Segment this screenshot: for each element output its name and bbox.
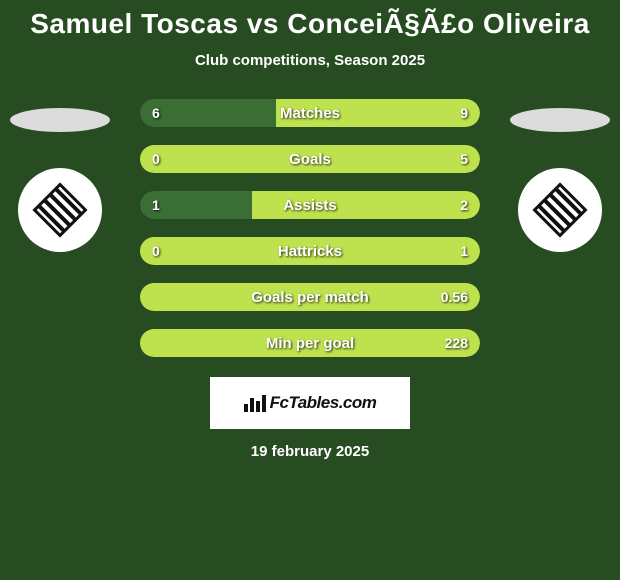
stat-bars: 69Matches 05Goals 12Assists 01Hattricks 0.56… bbox=[140, 99, 480, 357]
player-right-club-badge-icon bbox=[518, 168, 602, 252]
stat-label: Matches bbox=[140, 99, 480, 127]
stat-label: Goals bbox=[140, 145, 480, 173]
stat-row: 12Assists bbox=[140, 191, 480, 219]
stat-row: 05Goals bbox=[140, 145, 480, 173]
stat-label: Min per goal bbox=[140, 329, 480, 357]
player-right-column bbox=[500, 99, 620, 252]
branding-text: FcTables.com bbox=[270, 393, 377, 413]
stat-row: 01Hattricks bbox=[140, 237, 480, 265]
chart-bars-icon bbox=[244, 394, 266, 412]
stat-label: Goals per match bbox=[140, 283, 480, 311]
stat-row: 228Min per goal bbox=[140, 329, 480, 357]
stat-row: 69Matches bbox=[140, 99, 480, 127]
page-title: Samuel Toscas vs ConceiÃ§Ã£o Oliveira bbox=[0, 0, 620, 40]
shield-stripes-icon bbox=[530, 180, 590, 240]
player-left-club-badge-icon bbox=[18, 168, 102, 252]
player-left-avatar-icon bbox=[10, 108, 110, 132]
stat-row: 0.56Goals per match bbox=[140, 283, 480, 311]
comparison-layout: 69Matches 05Goals 12Assists 01Hattricks 0.56… bbox=[0, 99, 620, 357]
date-label: 19 february 2025 bbox=[0, 443, 620, 460]
shield-stripes-icon bbox=[30, 180, 90, 240]
subtitle: Club competitions, Season 2025 bbox=[0, 52, 620, 69]
stat-label: Assists bbox=[140, 191, 480, 219]
branding-badge: FcTables.com bbox=[210, 377, 410, 429]
player-left-column bbox=[0, 99, 120, 252]
player-right-avatar-icon bbox=[510, 108, 610, 132]
stat-label: Hattricks bbox=[140, 237, 480, 265]
